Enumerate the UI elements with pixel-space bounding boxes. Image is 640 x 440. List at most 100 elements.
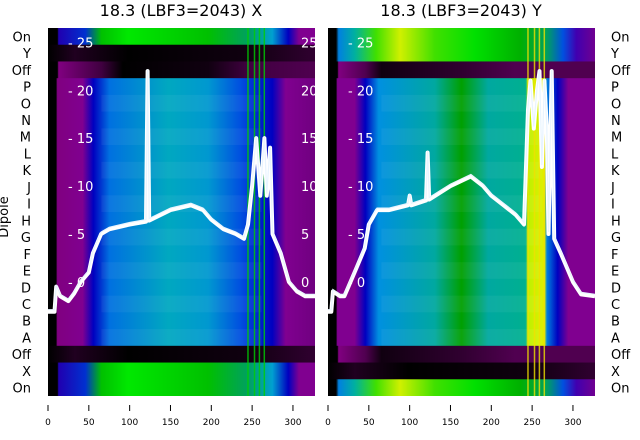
row-label: On (611, 30, 629, 45)
x-tick-label: 100 (401, 418, 418, 428)
row-label: X (611, 365, 620, 380)
heatmap-row-shade (101, 161, 262, 179)
heatmap-row (48, 362, 315, 380)
x-tick-label: 200 (203, 418, 220, 428)
row-label: J (26, 181, 31, 196)
heatmap-row (48, 379, 315, 396)
heatmap-row-shade (381, 262, 542, 279)
heatmap-row (48, 61, 315, 79)
row-label: On (13, 382, 31, 397)
row-label: D (21, 281, 31, 296)
row-label: G (21, 231, 31, 246)
row-label: D (611, 281, 621, 296)
chart-title-x: 18.3 (LBF3=2043) X (100, 1, 263, 20)
heatmap-row-shade (101, 128, 262, 146)
x-tick-label: 50 (363, 418, 375, 428)
x-tick-label: 200 (483, 418, 500, 428)
heatmap-row-shade (381, 161, 542, 179)
row-label: A (22, 331, 31, 346)
heatmap-row-shade (381, 128, 542, 146)
row-label: N (611, 114, 621, 129)
heatmap-row-shade (101, 94, 262, 112)
heatmap-row (48, 312, 315, 330)
overlay-y-tick-label: - 25 (68, 36, 93, 51)
x-tick-label: 250 (244, 418, 261, 428)
y-axis-label: Dipole (0, 196, 12, 237)
overlay-line (48, 69, 315, 314)
row-label: I (27, 198, 31, 213)
row-label: H (611, 214, 621, 229)
heatmap-row-shade (101, 329, 262, 346)
row-label: M (20, 131, 31, 146)
row-label: Off (611, 64, 631, 79)
row-label: J (610, 181, 615, 196)
heatmap-row-shade (381, 94, 542, 112)
row-label: B (611, 315, 620, 330)
x-tick-label: 300 (564, 418, 581, 428)
heatmap-row-shade (101, 295, 262, 313)
overlay-line-secondary (328, 69, 595, 311)
row-label: B (22, 315, 31, 330)
overlay-y-tick-label: - 15 (68, 132, 93, 147)
heatmap-row (328, 278, 595, 297)
x-tick-label: 150 (442, 418, 459, 428)
overlay-y-tick-label: - 10 (348, 180, 373, 195)
row-label: L (24, 147, 32, 162)
overlay-y-tick-label: - 5 (68, 228, 85, 243)
heatmap-stripe (253, 28, 256, 396)
row-label: M (611, 131, 622, 146)
row-label: X (22, 365, 31, 380)
heatmap-stripe (263, 28, 266, 396)
row-label: E (611, 265, 619, 280)
overlay-line-secondary (48, 69, 315, 311)
x-tick-label: 300 (284, 418, 301, 428)
heatmap-stripe (543, 28, 546, 396)
heatmap-row (48, 111, 315, 129)
heatmap-row-shade (101, 262, 262, 279)
heatmap-stripe (527, 28, 529, 396)
heatmap-panel-y: - 0- 5- 10- 15- 20- 25 (328, 28, 595, 396)
overlay-y-tick-label: - 10 (68, 180, 93, 195)
heatmap-row (328, 61, 595, 79)
heatmap-row (48, 278, 315, 297)
row-label: On (13, 30, 31, 45)
heatmap-panel-x: - 0 0- 5 5- 10 10- 15 15- 20 20- 25 25 (48, 28, 318, 396)
row-label: P (611, 81, 619, 96)
overlay-y-tick-label-right: 15 (301, 132, 318, 147)
heatmap-row (328, 312, 595, 330)
heatmap-row (328, 379, 595, 396)
x-tick-label: 0 (325, 418, 331, 428)
row-label: On (611, 382, 629, 397)
overlay-y-tick-label: - 20 (348, 84, 373, 99)
heatmap-stripe (258, 28, 261, 396)
row-label: Off (12, 348, 32, 363)
heatmap-stripe (533, 28, 536, 396)
heatmap-row-shade (381, 329, 542, 346)
overlay-y-tick-label: - 15 (348, 132, 373, 147)
row-label: N (21, 114, 31, 129)
row-label: C (22, 298, 31, 313)
overlay-y-tick-label-right: 10 (301, 180, 318, 195)
heatmap-row (48, 345, 315, 364)
heatmap-row (328, 111, 595, 129)
heatmap-row (48, 245, 315, 263)
heatmap-row (48, 145, 315, 163)
overlay-y-tick-label: - 5 (348, 228, 365, 243)
row-label: I (611, 198, 615, 213)
heatmap-row-shade (101, 228, 262, 246)
x-tick-label: 100 (121, 418, 138, 428)
heatmap-row (328, 345, 595, 364)
row-label: P (23, 81, 31, 96)
overlay-y-tick-label-right: 0 (301, 276, 309, 291)
row-label: K (22, 164, 31, 179)
row-label: F (24, 248, 31, 263)
x-tick-label: 0 (45, 418, 51, 428)
heatmap-row-shade (101, 195, 262, 212)
row-label: E (23, 265, 31, 280)
heatmap-row (328, 362, 595, 380)
heatmap-row (48, 212, 315, 230)
overlay-y-tick-label-right: 25 (301, 36, 318, 51)
row-label: C (611, 298, 620, 313)
chart-title-y: 18.3 (LBF3=2043) Y (380, 1, 542, 20)
